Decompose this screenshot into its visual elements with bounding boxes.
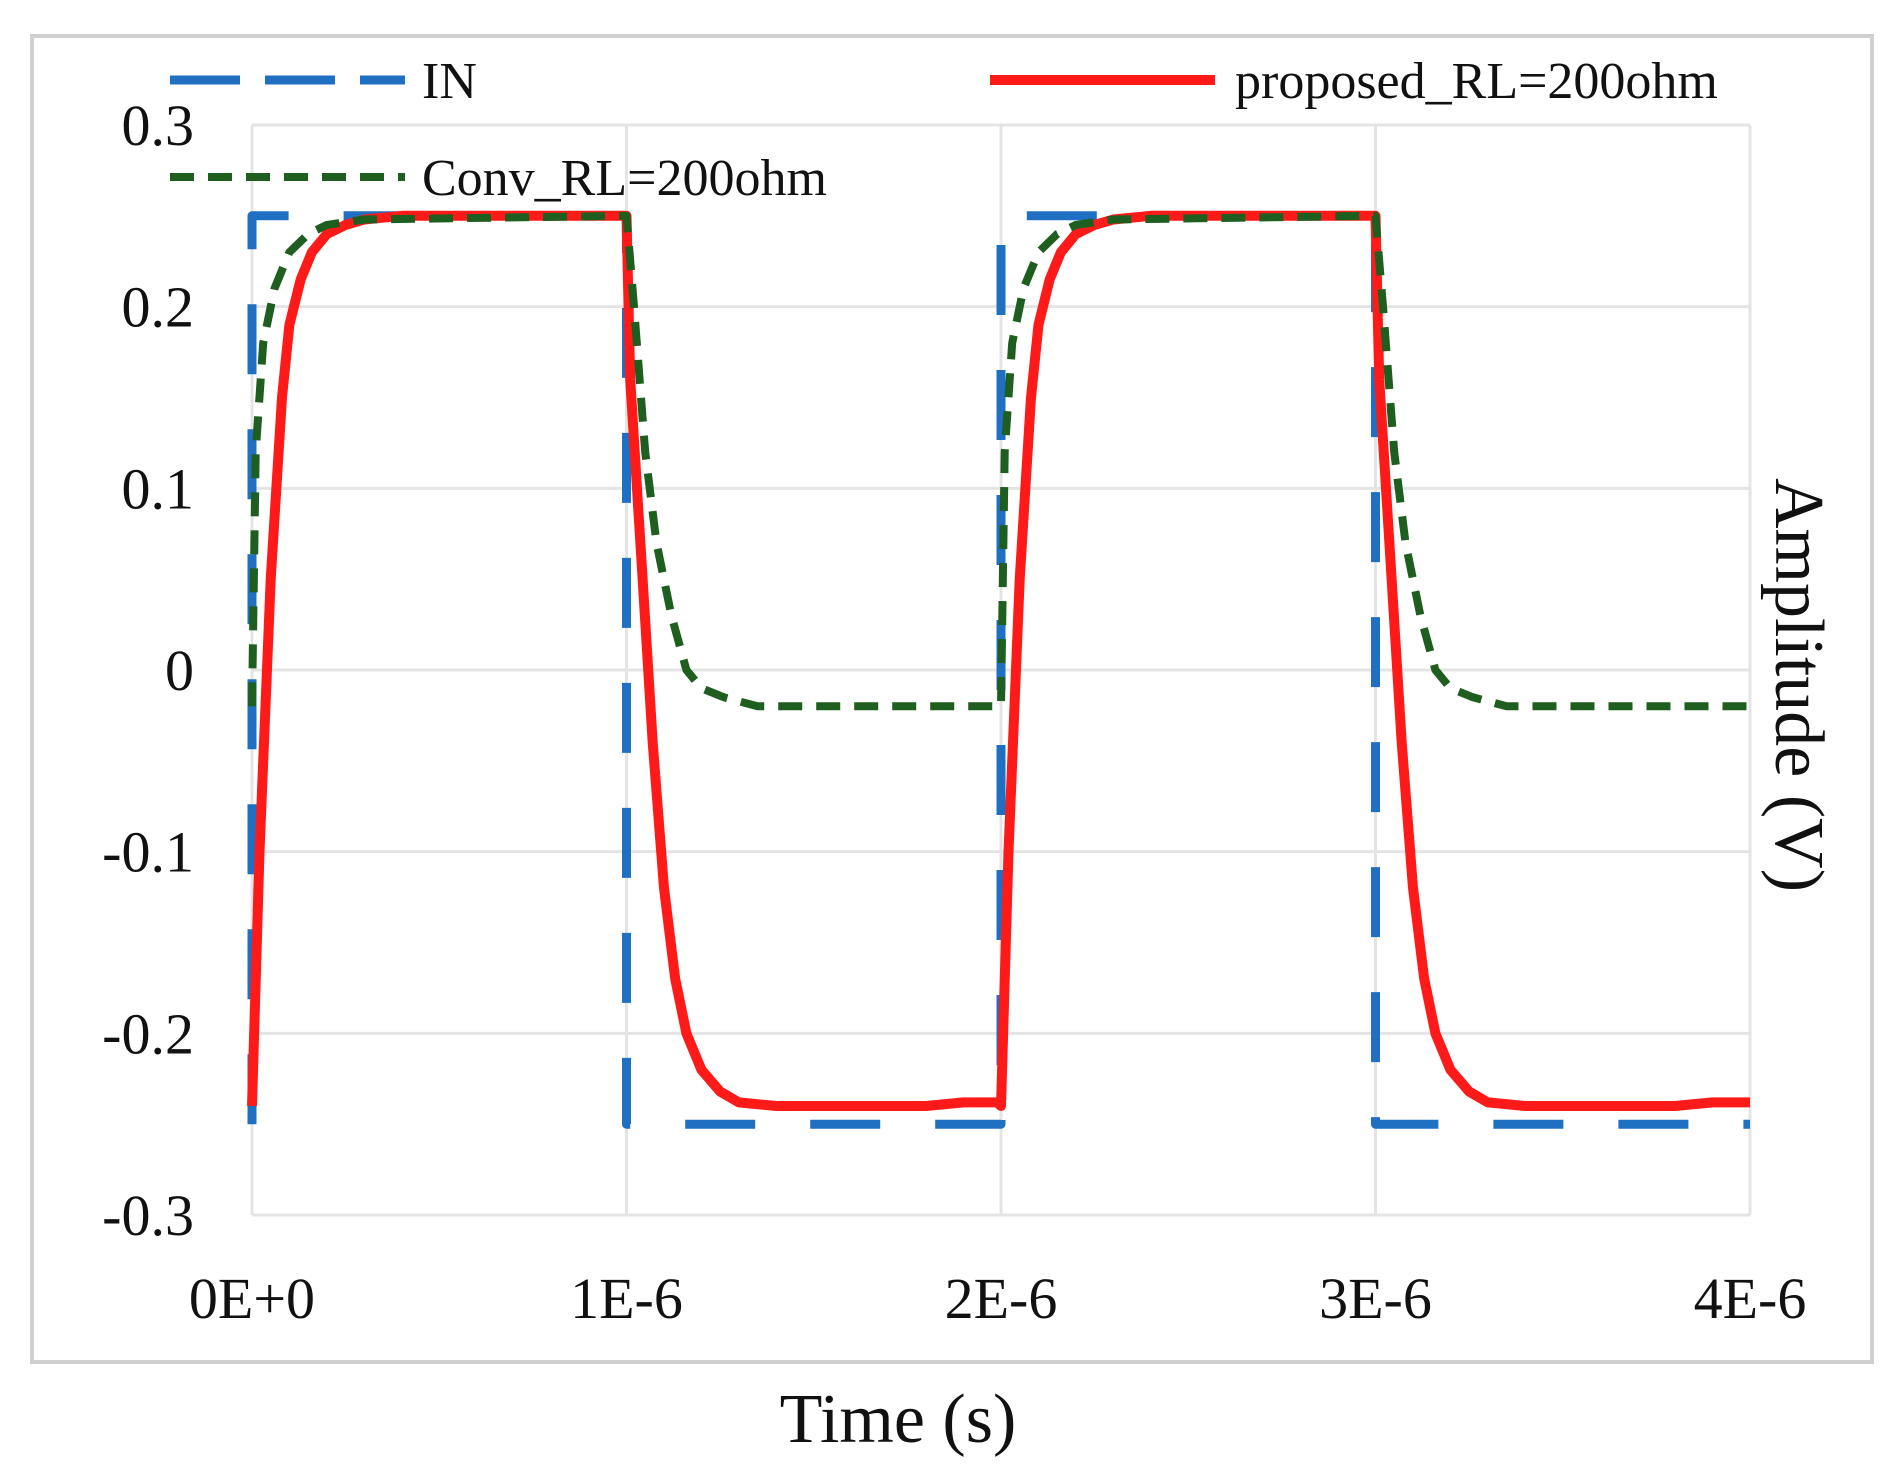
y-tick-label: 0 xyxy=(165,638,194,703)
y-axis-title: Amplitude (V) xyxy=(1760,478,1837,892)
y-tick-label: 0.1 xyxy=(122,456,195,521)
x-tick-label: 1E-6 xyxy=(570,1266,683,1331)
series-layer xyxy=(247,210,1750,1129)
legend: IN proposed_RL=200ohm Conv_RL=200ohm xyxy=(170,53,1718,207)
y-tick-label: -0.2 xyxy=(102,1001,194,1066)
x-tick-label: 2E-6 xyxy=(945,1266,1058,1331)
series-line-conv xyxy=(248,211,1750,711)
x-tick-label: 4E-6 xyxy=(1694,1266,1807,1331)
chart-frame xyxy=(30,34,1874,1364)
legend-label-proposed: proposed_RL=200ohm xyxy=(1235,53,1718,110)
tick-layer: 0.3 0.2 0.1 0 -0.1 -0.2 -0.3 0E+0 1E-6 2E-6 3E-6 4E… xyxy=(102,93,1806,1331)
legend-label-conv: Conv_RL=200ohm xyxy=(422,150,827,207)
y-tick-label: 0.3 xyxy=(122,93,195,158)
x-tick-label: 3E-6 xyxy=(1319,1266,1432,1331)
y-tick-label: -0.1 xyxy=(102,820,194,885)
x-axis-title: Time (s) xyxy=(780,1381,1017,1458)
x-tick-label: 0E+0 xyxy=(189,1266,315,1331)
legend-label-in: IN xyxy=(422,53,477,110)
y-tick-label: 0.2 xyxy=(122,275,195,340)
y-tick-label: -0.3 xyxy=(102,1183,194,1248)
